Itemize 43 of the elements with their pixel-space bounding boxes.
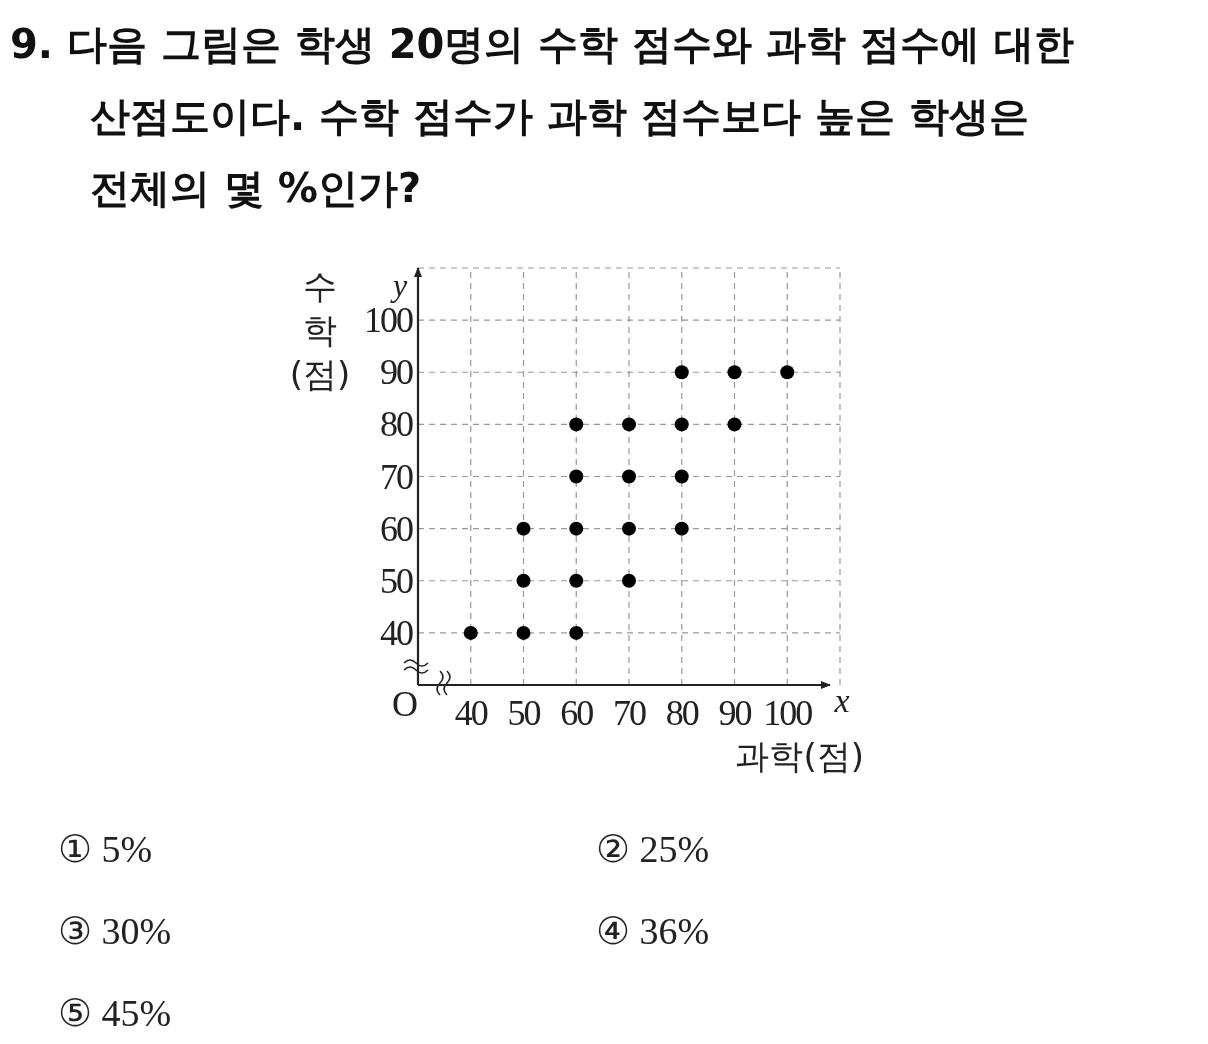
point	[516, 573, 531, 588]
y-tick-label: 50	[380, 560, 413, 601]
point	[674, 521, 689, 536]
x-tick-label: 40	[454, 693, 488, 733]
point	[516, 521, 531, 536]
text: ③ 30%	[58, 910, 172, 952]
point	[674, 469, 689, 484]
point	[622, 469, 636, 484]
text: ④ 36%	[596, 910, 710, 952]
x-tick-label: 100	[763, 693, 813, 733]
point	[622, 573, 636, 588]
point	[516, 625, 531, 640]
point	[780, 365, 795, 380]
point	[674, 417, 689, 432]
annotation: x	[833, 682, 850, 719]
x-tick-label: 60	[560, 693, 594, 733]
text: ⑤ 45%	[58, 992, 172, 1034]
point	[622, 521, 636, 536]
point	[569, 625, 584, 640]
point	[674, 365, 689, 380]
y-tick-label: 80	[380, 404, 413, 445]
y-tick-label: 60	[380, 508, 413, 549]
x-tick-label: 50	[507, 693, 541, 733]
point	[622, 417, 636, 432]
y-tick-label: 40	[380, 612, 413, 653]
annotation: O	[392, 684, 418, 724]
point	[463, 625, 478, 640]
chart-title: 9. 다음 그림은 학생 20명의 수학 점수와 과학 점수에 대한 산점도이다. 수학 점수가 과학 점수보다 높은 학생은 전체의 몇 %인가?	[10, 20, 1076, 213]
point	[569, 469, 584, 484]
text: ① 5%	[58, 828, 153, 870]
point	[727, 417, 742, 432]
point	[569, 521, 584, 536]
y-axis-title: 수학(점)	[289, 266, 351, 394]
point	[569, 417, 584, 432]
x-tick-label: 90	[718, 693, 752, 733]
x-tick-label: 80	[665, 693, 699, 733]
text: ② 25%	[596, 828, 710, 870]
y-tick-label: 70	[380, 456, 413, 497]
point	[569, 573, 584, 588]
point	[727, 365, 742, 380]
y-tick-label: 90	[380, 352, 413, 393]
x-axis-title: 과학(점)	[735, 736, 864, 776]
x-tick-label: 70	[613, 693, 646, 733]
